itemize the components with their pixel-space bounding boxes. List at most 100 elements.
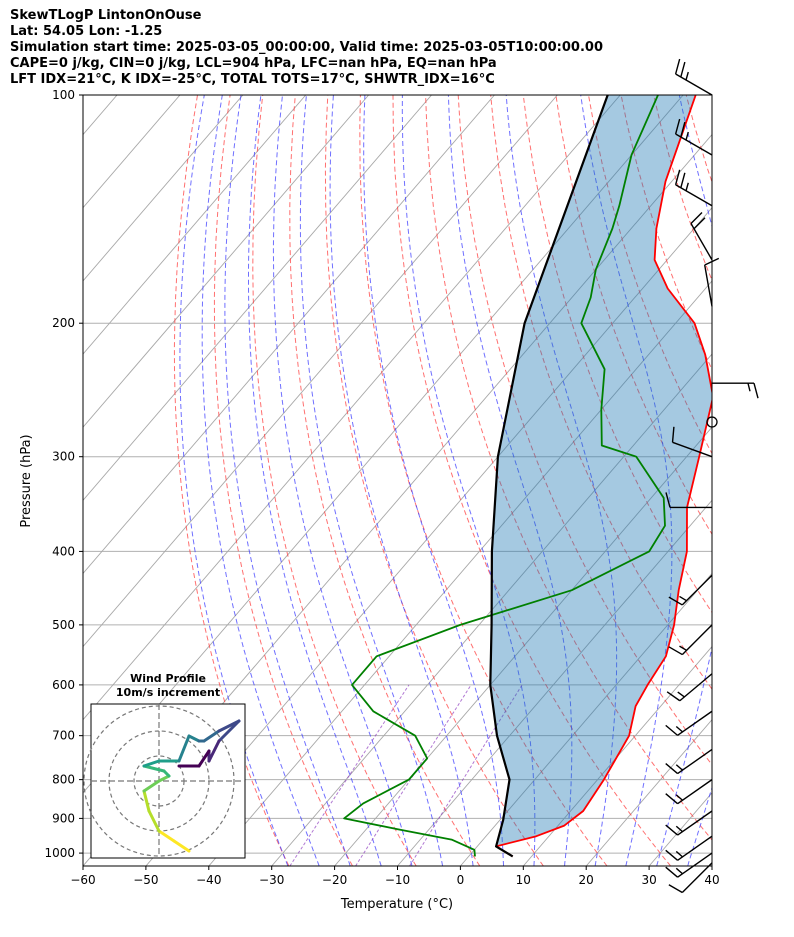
x-tick-label: 0 [457,873,465,887]
mixing-ratio-line [409,684,523,866]
wind-barb-staff [677,710,713,736]
isotherm-line [397,499,712,866]
mixing-ratio-line [289,684,410,866]
isotherm-line [711,865,712,866]
wind-barb-staff [677,810,713,836]
wind-barb-flag [665,492,671,508]
dry-adiabat [359,95,608,866]
hodograph-segment [147,809,161,833]
wind-barb-half [675,867,683,875]
wind-barb-flag [665,824,679,836]
wind-barb-staff [677,835,713,861]
wind-barb-staff [681,862,713,894]
location-line: Lat: 54.05 Lon: -1.25 [10,24,163,39]
isotherm-line [83,95,621,721]
wind-barb-half [675,794,683,801]
moist-adiabat [656,95,712,866]
dry-adiabat [392,95,671,866]
moist-adiabat [719,95,794,866]
wind-barb-half [677,691,685,698]
isotherm-line [83,95,307,355]
hodograph-segment [177,734,191,763]
x-tick-label: 40 [704,873,719,887]
temperature-line [495,95,712,858]
x-tick-label: −10 [385,873,410,887]
y-tick-label: 800 [52,773,75,787]
hodograph-segment [207,739,221,763]
wind-barb-half [675,764,683,771]
wind-barb-half [675,725,683,733]
wind-barb-half [747,383,751,392]
wind-barb-staff [675,184,713,207]
y-axis-label: Pressure (hPa) [19,434,34,527]
wind-barb-flag [680,121,686,138]
hodograph-segment [197,749,211,768]
dry-adiabat [289,95,481,866]
wind-barb-staff [677,852,713,878]
dry-adiabat [685,95,712,184]
hodograph-segment [202,729,221,743]
chart-header: SkewTLogP LintonOnOuse Lat: 54.05 Lon: -… [10,8,603,88]
hodograph-segment [157,774,171,783]
x-tick-label: −30 [259,873,284,887]
x-axis-label: Temperature (°C) [340,897,453,912]
wind-barb-half [685,182,689,191]
x-tick-label: −40 [196,873,221,887]
x-tick-label: 20 [579,873,594,887]
y-tick-label: 600 [52,678,75,692]
time-line: Simulation start time: 2025-03-05_00:00:… [10,40,603,55]
cin-shade [490,95,712,857]
dry-adiabat [751,95,794,866]
dry-adiabat [252,95,417,866]
wind-barb-half [675,825,683,833]
wind-barb-staff [704,264,713,307]
wind-barb-staff [672,441,713,458]
wind-barb-flag [665,793,679,805]
isotherm-line [83,95,432,501]
y-tick-label: 300 [52,450,75,464]
wind-barb-staff [690,223,713,261]
moist-adiabat [580,95,673,866]
wind-barb-half [685,71,689,81]
moist-adiabat [179,95,289,866]
wind-barb-flag [665,763,679,775]
cape-line: CAPE=0 j/kg, CIN=0 j/kg, LCL=904 hPa, LF… [10,56,497,71]
wind-barb-flag [665,849,679,861]
wind-barb-flag [668,646,683,656]
hodograph-segment [157,829,176,843]
wind-barb-staff [677,748,713,775]
y-tick-label: 200 [52,316,75,330]
dry-adiabat [719,95,794,866]
wind-barb-staff [675,73,713,96]
y-tick-label: 400 [52,544,75,558]
wind-barb-half [679,595,687,602]
x-tick-label: 10 [516,873,531,887]
moist-adiabat [687,785,712,866]
moist-adiabat [363,95,504,866]
isotherm-line [460,572,712,866]
wind-barb-flag [665,724,679,736]
wind-barb-staff [681,624,713,656]
isotherm-line [522,645,712,866]
moist-adiabat [201,95,320,866]
calm-wind-marker [706,416,718,428]
hodograph-segment [142,764,166,773]
wind-barb-flag [668,884,683,894]
dry-adiabat [555,95,712,536]
x-tick-label: 30 [641,873,656,887]
x-tick-label: −60 [70,873,95,887]
moist-adiabat [224,95,351,866]
wind-barb-staff [677,779,713,805]
moist-adiabat [248,95,382,866]
wind-barb-staff [675,133,713,156]
dry-adiabat [173,95,290,866]
isotherm-line [271,353,712,866]
dry-adiabat [784,95,794,866]
hodograph-title: Wind Profile [130,672,206,685]
y-tick-label: 700 [52,729,75,743]
wind-barb-flag [674,58,681,75]
y-tick-label: 900 [52,811,75,825]
dry-adiabat [324,95,544,866]
isotherm-line [83,95,370,428]
wind-barb-flag [753,383,759,399]
